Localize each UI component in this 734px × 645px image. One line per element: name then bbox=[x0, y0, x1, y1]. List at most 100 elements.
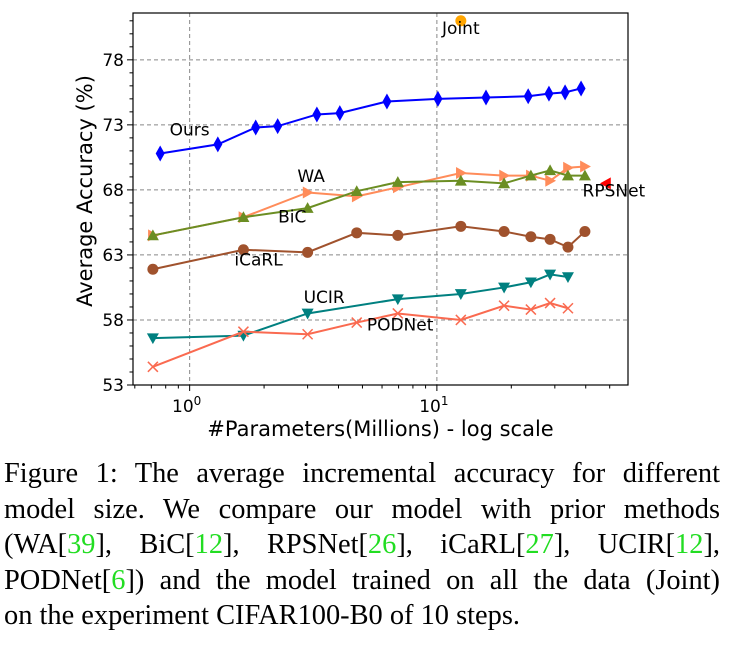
citation-link[interactable]: 26 bbox=[367, 529, 397, 560]
data-point-podnet bbox=[544, 297, 556, 309]
data-point-ucir bbox=[146, 333, 159, 345]
x-marker-stroke bbox=[455, 314, 467, 326]
series-line-icarl bbox=[152, 225, 586, 271]
series-ours bbox=[155, 80, 586, 162]
data-point-wa bbox=[499, 169, 511, 182]
x-marker-stroke bbox=[498, 300, 510, 312]
data-point-wa bbox=[545, 174, 557, 187]
axes: 53 58 63 68 73 78 100 101 bbox=[102, 12, 629, 417]
series-rpsnet bbox=[599, 177, 611, 190]
y-tick-label: 63 bbox=[102, 246, 124, 266]
y-tick-label: 73 bbox=[102, 116, 124, 136]
citation-link[interactable]: 12 bbox=[675, 529, 704, 560]
data-point-ours bbox=[155, 145, 165, 162]
data-point-bic bbox=[561, 169, 574, 181]
data-point-bic bbox=[578, 169, 591, 181]
data-point-icarl bbox=[579, 226, 591, 238]
caption-text: ], iCaRL[ bbox=[396, 529, 526, 560]
series-line-podnet bbox=[152, 302, 569, 368]
data-point-ours bbox=[382, 93, 392, 110]
caption-text: ], bbox=[703, 529, 720, 560]
y-tick-label: 68 bbox=[102, 181, 124, 201]
x-marker-stroke bbox=[562, 302, 574, 314]
data-point-podnet bbox=[562, 302, 574, 314]
data-point-ours bbox=[523, 88, 533, 105]
caption-line: model size. We compare our model with pr… bbox=[4, 492, 720, 528]
x-axis-label: #Parameters(Millions) - log scale bbox=[207, 417, 553, 441]
citation-link[interactable]: 12 bbox=[194, 529, 224, 560]
caption-text: model size. We compare our model with pr… bbox=[4, 493, 720, 525]
series-bic bbox=[146, 164, 591, 241]
citation-link[interactable]: 39 bbox=[67, 529, 96, 560]
data-point-ucir bbox=[454, 289, 467, 300]
caption-text: Figure 1: The average incremental accura… bbox=[4, 458, 720, 489]
data-point-icarl bbox=[147, 263, 159, 275]
data-point-ucir bbox=[498, 282, 511, 294]
series-label-wa: WA bbox=[297, 167, 325, 187]
series-icarl bbox=[147, 220, 591, 275]
data-point-icarl bbox=[544, 233, 556, 245]
data-point-wa bbox=[563, 161, 574, 174]
series-podnet bbox=[147, 297, 574, 373]
data-point-bic bbox=[524, 169, 537, 181]
data-point-podnet bbox=[498, 300, 510, 312]
plot-frame bbox=[132, 12, 629, 386]
data-point-icarl bbox=[392, 229, 404, 241]
data-point-podnet bbox=[302, 328, 314, 340]
data-point-bic bbox=[544, 164, 557, 176]
data-point-bic bbox=[350, 185, 363, 196]
data-point-podnet bbox=[392, 307, 404, 319]
data-point-wa bbox=[456, 166, 467, 179]
data-point-rpsnet bbox=[599, 177, 611, 190]
caption-text: ], BiC[ bbox=[95, 529, 195, 560]
series-label-bic: BiC bbox=[278, 207, 306, 227]
y-tick-label: 53 bbox=[102, 376, 124, 396]
series-line-bic bbox=[152, 169, 585, 237]
series-layer bbox=[146, 15, 611, 373]
data-point-ours bbox=[481, 89, 491, 106]
caption-text: ], RPSNet[ bbox=[223, 529, 368, 560]
data-point-podnet bbox=[455, 314, 467, 326]
x-marker-stroke bbox=[525, 304, 537, 316]
caption-text: ]) and the model trained on all the data… bbox=[125, 564, 720, 596]
series-label-joint: Joint bbox=[441, 19, 480, 39]
grid bbox=[133, 13, 628, 385]
series-wa bbox=[148, 160, 591, 242]
x-marker-stroke bbox=[544, 297, 556, 309]
accuracy-vs-params-chart: 53 58 63 68 73 78 100 101 Ours WA BiC RPSNet iCaRL U… bbox=[73, 12, 646, 441]
data-point-bic bbox=[301, 202, 314, 213]
data-point-ucir bbox=[301, 308, 314, 320]
data-point-podnet bbox=[147, 361, 159, 373]
x-tick-label: 101 bbox=[419, 394, 448, 417]
data-point-ours bbox=[213, 136, 223, 153]
data-point-ours bbox=[251, 119, 261, 136]
series-label-icarl: iCaRL bbox=[234, 250, 283, 270]
data-point-bic bbox=[498, 177, 511, 189]
series-label-ucir: UCIR bbox=[304, 288, 345, 308]
data-point-icarl bbox=[525, 231, 537, 243]
data-point-wa bbox=[580, 160, 591, 173]
data-point-ours bbox=[335, 105, 345, 122]
data-point-ucir bbox=[561, 272, 574, 284]
x-marker-stroke bbox=[351, 317, 363, 329]
x-marker-stroke bbox=[302, 328, 314, 340]
series-line-ours bbox=[160, 87, 582, 155]
data-point-icarl bbox=[351, 227, 363, 239]
series-joint bbox=[455, 15, 467, 27]
data-point-podnet bbox=[525, 304, 537, 316]
data-point-wa bbox=[302, 186, 314, 199]
data-point-icarl bbox=[302, 246, 314, 258]
citation-link[interactable]: 6 bbox=[111, 564, 126, 596]
data-point-icarl bbox=[237, 244, 249, 256]
x-marker-stroke bbox=[392, 307, 404, 319]
caption-line: on the experiment CIFAR100-B0 of 10 step… bbox=[4, 598, 720, 634]
data-point-icarl bbox=[455, 220, 467, 232]
data-point-ours bbox=[576, 80, 586, 97]
data-point-ucir bbox=[544, 269, 557, 281]
data-point-icarl bbox=[498, 226, 510, 238]
data-point-bic bbox=[146, 229, 159, 241]
citation-link[interactable]: 27 bbox=[525, 529, 554, 560]
caption-text: ], UCIR[ bbox=[553, 529, 676, 560]
y-axis-label: Average Accuracy (%) bbox=[73, 75, 97, 307]
data-point-bic bbox=[391, 176, 404, 187]
